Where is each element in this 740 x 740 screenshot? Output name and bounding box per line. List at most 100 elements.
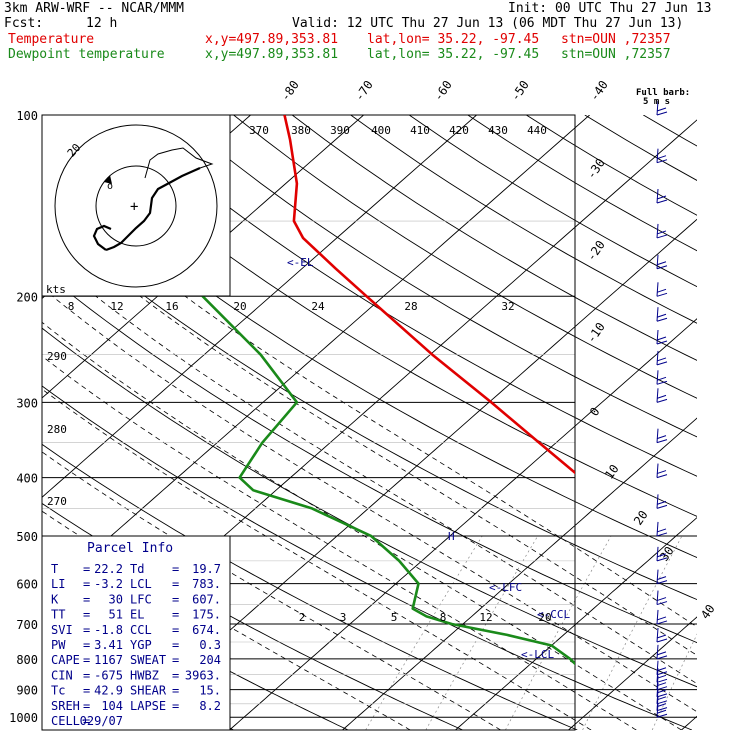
parcel-info-cell: Td xyxy=(130,562,144,576)
isotherm-line xyxy=(0,115,25,730)
wind-barb-flag xyxy=(656,709,667,714)
parcel-info-panel: Parcel Info T = 22.2 Td = 19.7 LI = -3.2 LCL = 783.… xyxy=(41,535,231,731)
wind-barb-flag xyxy=(656,693,668,698)
moist-adiabat-line xyxy=(42,215,697,656)
model-title: 3km ARW-WRF -- NCAR/MMM xyxy=(4,1,185,16)
parcel-info-cell: 029/07 xyxy=(80,714,123,728)
parcel-info-cell: = xyxy=(83,653,90,667)
isotherm-label-right: -30 xyxy=(584,156,608,182)
legend-temperature: Temperature xyxy=(8,32,95,47)
mixing-ratio-label-top: 20 xyxy=(233,300,246,313)
parcel-info-cell: 204 xyxy=(199,653,221,667)
parcel-info-cell: 19.7 xyxy=(192,562,221,576)
wind-barb-flag xyxy=(656,159,668,164)
mixing-ratio-line xyxy=(651,633,697,730)
parcel-info-cell: = xyxy=(172,577,179,591)
parcel-info-cell: CAPE xyxy=(51,653,80,667)
wind-barb-flag xyxy=(656,532,668,537)
isotherm-label-right: 30 xyxy=(657,544,677,564)
parcel-info-cell: 8.2 xyxy=(199,699,221,713)
parcel-info-cell: = xyxy=(83,668,90,682)
isotherm-label-top: -40 xyxy=(587,78,611,104)
mixing-ratio-line xyxy=(505,535,612,730)
isotherm-label-top: -50 xyxy=(508,78,532,104)
parcel-info-cell: LFC xyxy=(130,592,152,606)
dry-adiabat-line xyxy=(42,270,697,644)
wind-barb-flag xyxy=(656,398,668,403)
parcel-info-cell: 175. xyxy=(192,608,221,622)
parcel-info-cell: = xyxy=(172,623,179,637)
theta-label: 410 xyxy=(410,124,430,137)
parcel-info-cell: SVI xyxy=(51,623,73,637)
wind-barb-flag xyxy=(656,616,667,621)
theta-label: 380 xyxy=(291,124,311,137)
hodograph: 20 o + kts xyxy=(41,114,231,297)
parcel-info-cell: 783. xyxy=(192,577,221,591)
hodograph-ring-outer xyxy=(54,124,218,288)
init-time: Init: 00 UTC Thu 27 Jun 13 xyxy=(508,1,712,16)
parcel-info-cell: SHEAR xyxy=(130,684,167,698)
isotherm-line xyxy=(42,115,477,498)
theta-label: 430 xyxy=(488,124,508,137)
dry-adiabat-line xyxy=(42,327,697,688)
wind-barb-flag xyxy=(656,553,667,558)
pressure-tick-label: 500 xyxy=(16,530,38,544)
wind-barb-flag xyxy=(656,107,667,112)
theta-label: 440 xyxy=(527,124,547,137)
mixing-ratio-label-top: 8 xyxy=(68,300,75,313)
theta-label: 370 xyxy=(249,124,269,137)
parcel-info-cell: 104 xyxy=(101,699,123,713)
wind-barbs xyxy=(656,100,668,718)
pressure-tick-label: 100 xyxy=(16,109,38,123)
parcel-info-cell: -675 xyxy=(94,668,123,682)
dewpoint-profile-line xyxy=(172,115,575,666)
wind-barb-flag xyxy=(656,707,668,712)
isotherm-label-right: -10 xyxy=(584,320,608,346)
wind-barb-flag xyxy=(656,528,667,533)
wind-barb-staff xyxy=(656,590,659,605)
parcel-info-cell: SREH xyxy=(51,699,80,713)
parcel-info-cell: CIN xyxy=(51,668,73,682)
parcel-info-cell: EL xyxy=(130,608,144,622)
parcel-info-cell: 0.3 xyxy=(199,638,221,652)
parcel-info-cell: 3963. xyxy=(185,668,221,682)
isotherm-label-right: 0 xyxy=(587,405,603,419)
parcel-info-cell: = xyxy=(83,623,90,637)
wind-barb-staff xyxy=(656,494,659,509)
legend-dewpoint-latlon: lat,lon= 35.22, -97.45 xyxy=(367,47,540,62)
theta-label: 400 xyxy=(371,124,391,137)
isotherm-line xyxy=(681,715,697,730)
wind-barb-flag xyxy=(656,340,668,345)
legend-temperature-xy: x,y=497.89,353.81 xyxy=(205,32,339,47)
level-marker-lfc: <-LFC xyxy=(489,581,522,594)
wind-barb-flag xyxy=(656,313,667,318)
wind-barb-flag xyxy=(656,700,668,705)
barb-key-line1: Full barb: xyxy=(636,88,690,98)
wind-barb-flag xyxy=(656,713,668,718)
wind-barb-flag xyxy=(656,439,668,444)
theta-label: 390 xyxy=(330,124,350,137)
level-marker-ccl: <-CCL xyxy=(537,608,570,621)
wind-barb-staff xyxy=(656,329,659,345)
parcel-info-cell: T xyxy=(51,562,58,576)
isotherm-label-right: -20 xyxy=(584,238,608,264)
wind-barb-flag xyxy=(656,336,667,341)
parcel-info-cell: = xyxy=(83,608,90,622)
dry-adiabat-line xyxy=(42,443,578,730)
legend-temperature-stn: stn=OUN ,72357 xyxy=(561,32,671,47)
wind-barb-staff xyxy=(656,100,659,116)
moist-adiabat-line xyxy=(42,178,697,628)
wind-barb-staff xyxy=(656,546,659,561)
wind-barb-flag xyxy=(656,376,667,381)
parcel-info-cell: 22.2 xyxy=(94,562,123,576)
parcel-info-cell: = xyxy=(172,562,179,576)
hodograph-units: kts xyxy=(46,283,66,296)
hodograph-trace-low xyxy=(92,224,112,251)
wind-barb-flag xyxy=(656,667,667,672)
wind-barb-flag xyxy=(656,474,668,479)
parcel-info-cell: 30 xyxy=(109,592,123,606)
isotherm-line xyxy=(42,115,364,399)
parcel-info-cell: = xyxy=(83,714,90,728)
pressure-tick-label: 700 xyxy=(16,618,38,632)
level-marker-h: H xyxy=(448,530,455,543)
